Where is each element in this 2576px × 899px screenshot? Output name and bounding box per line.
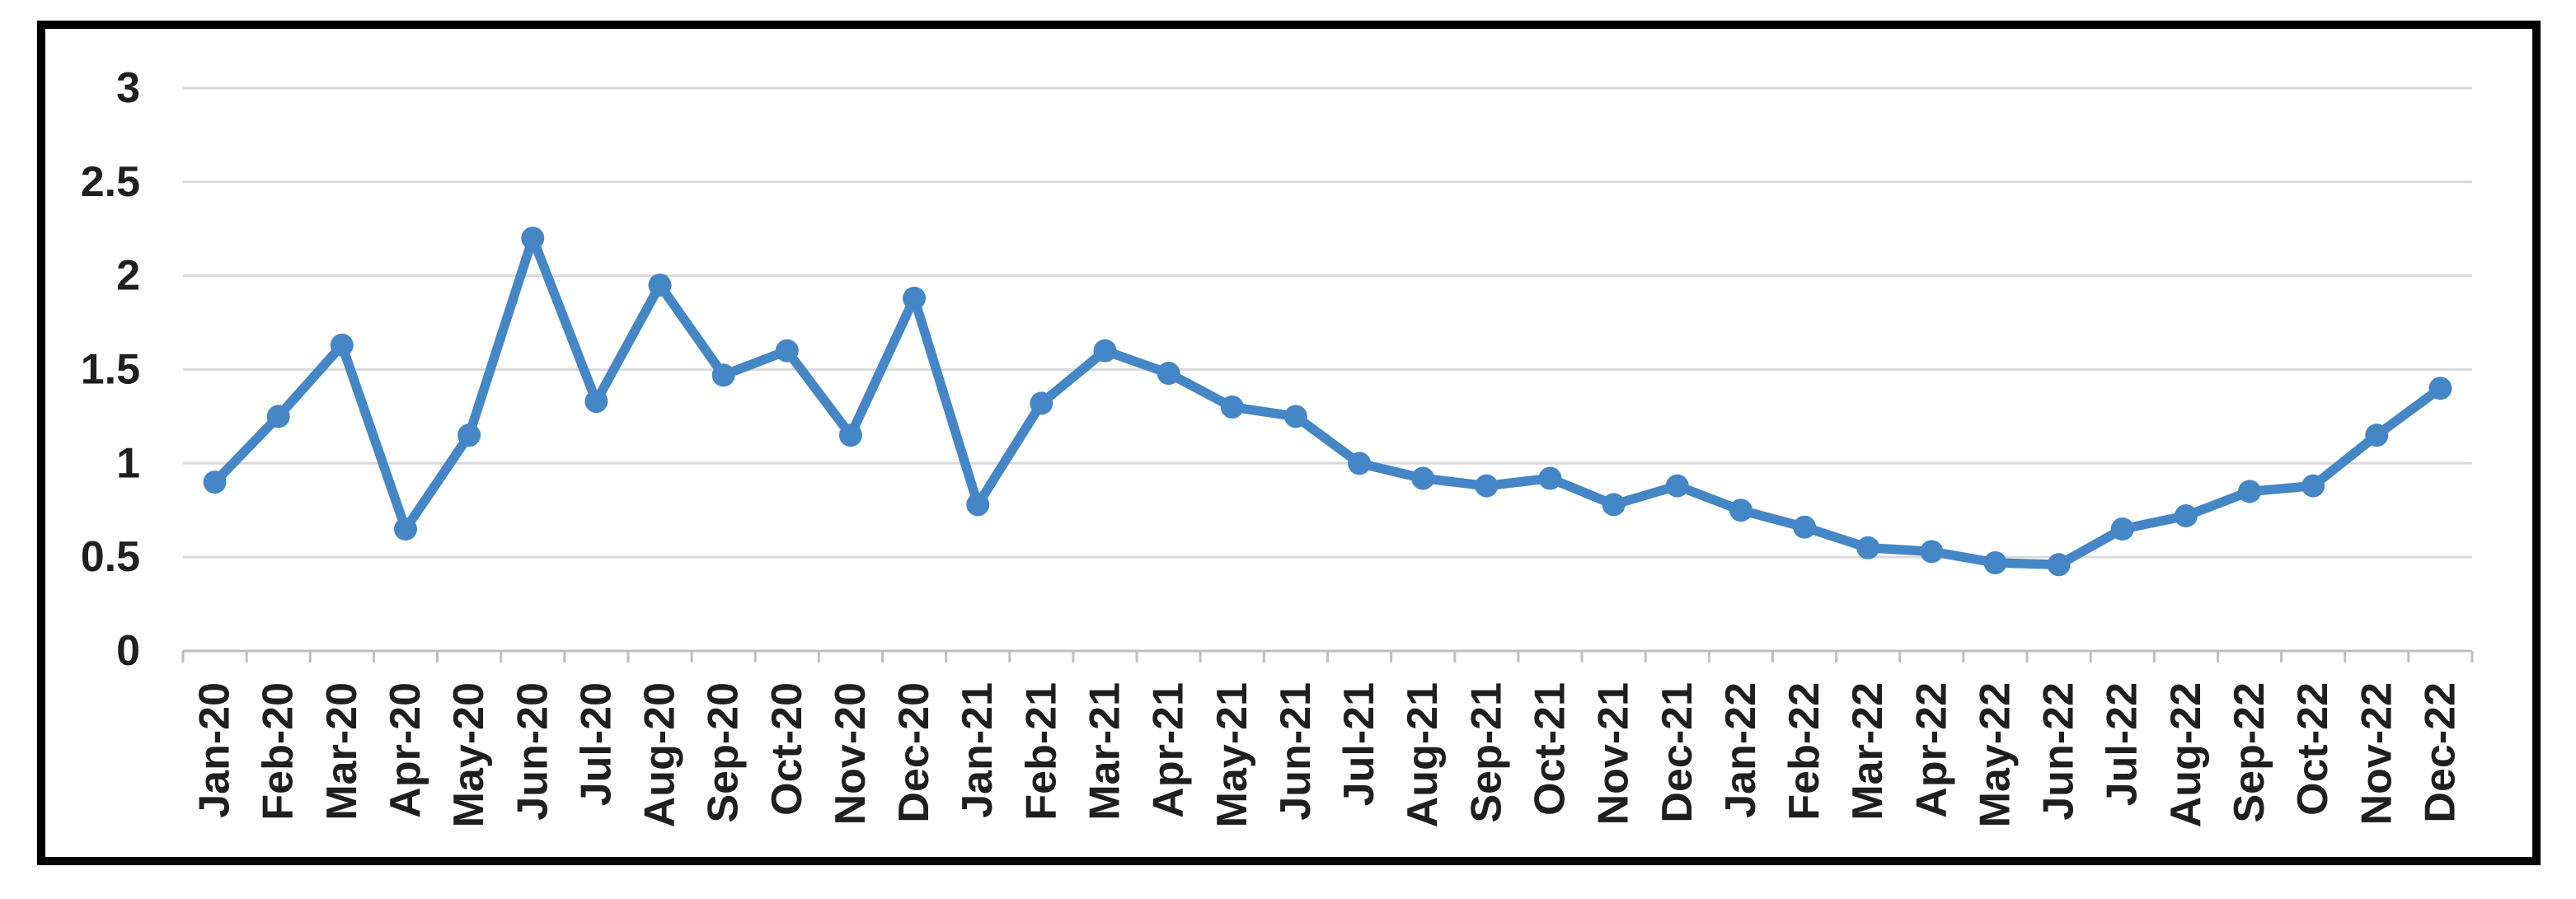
y-axis-tick-label: 3 bbox=[116, 64, 140, 112]
data-point-marker bbox=[2110, 517, 2134, 541]
x-axis-tick-label: Nov-22 bbox=[2353, 682, 2400, 825]
x-axis-tick-label: Jan-22 bbox=[1717, 682, 1765, 818]
chart-frame bbox=[37, 21, 2541, 865]
data-point-marker bbox=[457, 424, 481, 447]
data-point-marker bbox=[1093, 339, 1117, 363]
x-axis-tick-label: May-22 bbox=[1971, 682, 2019, 827]
x-axis-tick-label: Jul-21 bbox=[1335, 682, 1383, 806]
data-point-marker bbox=[1729, 499, 1753, 522]
data-point-marker bbox=[1475, 474, 1499, 498]
x-axis-tick-label: Feb-21 bbox=[1017, 682, 1065, 821]
x-axis-tick-label: May-21 bbox=[1208, 682, 1256, 827]
data-point-marker bbox=[584, 390, 608, 414]
data-point-marker bbox=[966, 493, 990, 517]
x-axis-tick-label: Jun-22 bbox=[2035, 682, 2083, 821]
data-point-marker bbox=[1220, 395, 1244, 419]
data-point-marker bbox=[1030, 391, 1053, 415]
data-point-marker bbox=[1602, 493, 1626, 517]
data-point-marker bbox=[2365, 424, 2389, 447]
x-axis-tick-label: Mar-20 bbox=[318, 682, 366, 821]
x-axis-tick-label: Jun-20 bbox=[509, 682, 556, 821]
x-axis-tick-label: May-20 bbox=[445, 682, 493, 827]
x-axis-tick-label: Aug-21 bbox=[1399, 682, 1447, 827]
x-axis-tick-label: Apr-22 bbox=[1907, 682, 1955, 818]
data-point-marker bbox=[266, 405, 290, 428]
y-axis-tick-label: 0 bbox=[116, 627, 140, 675]
data-point-marker bbox=[838, 424, 862, 447]
x-axis-tick-label: Jun-21 bbox=[1272, 682, 1320, 821]
x-axis-tick-label: Oct-20 bbox=[763, 682, 811, 816]
x-axis-tick-label: Oct-21 bbox=[1526, 682, 1574, 816]
x-axis-tick-label: Apr-20 bbox=[382, 682, 429, 818]
x-axis-tick-label: Aug-22 bbox=[2162, 682, 2210, 827]
x-axis-tick-label: Oct-22 bbox=[2289, 682, 2337, 816]
data-point-marker bbox=[393, 517, 417, 541]
x-axis-tick-label: Jan-21 bbox=[954, 682, 1002, 818]
data-point-marker bbox=[1920, 540, 1944, 564]
data-point-marker bbox=[1411, 466, 1435, 490]
data-point-marker bbox=[2047, 553, 2071, 577]
data-point-marker bbox=[2238, 480, 2262, 503]
x-axis-tick-label: Sep-22 bbox=[2226, 682, 2273, 823]
x-axis-tick-label: Dec-20 bbox=[890, 682, 938, 823]
data-point-marker bbox=[521, 227, 545, 251]
x-axis-tick-label: Aug-20 bbox=[636, 682, 684, 827]
x-axis-tick-label: Jul-20 bbox=[572, 682, 620, 806]
x-axis-tick-label: Mar-21 bbox=[1082, 682, 1129, 821]
data-point-marker bbox=[1983, 550, 2007, 574]
x-axis-tick-label: Nov-20 bbox=[827, 682, 875, 825]
data-point-marker bbox=[203, 471, 227, 494]
data-point-marker bbox=[1348, 452, 1372, 475]
data-point-marker bbox=[903, 286, 927, 310]
y-axis-tick-label: 2 bbox=[116, 252, 140, 300]
x-axis-tick-label: Sep-20 bbox=[700, 682, 748, 823]
data-point-marker bbox=[1283, 405, 1307, 428]
x-axis-tick-label: Feb-22 bbox=[1781, 682, 1828, 821]
x-axis-tick-label: Sep-21 bbox=[1462, 682, 1510, 823]
data-point-marker bbox=[1538, 466, 1562, 490]
data-point-marker bbox=[1856, 536, 1880, 560]
x-axis-tick-label: Nov-21 bbox=[1590, 682, 1638, 825]
x-axis-tick-label: Dec-22 bbox=[2416, 682, 2464, 823]
y-axis-tick-label: 1 bbox=[116, 439, 140, 487]
x-axis-tick-label: Mar-22 bbox=[1844, 682, 1892, 821]
y-axis-tick-label: 2.5 bbox=[81, 158, 140, 206]
x-axis-tick-label: Feb-20 bbox=[255, 682, 303, 821]
data-point-marker bbox=[648, 273, 672, 297]
data-line bbox=[209, 233, 2446, 570]
data-point-marker bbox=[1665, 474, 1689, 498]
data-point-marker bbox=[2174, 504, 2198, 528]
data-point-marker bbox=[2302, 474, 2325, 498]
data-point-marker bbox=[330, 333, 354, 357]
data-point-marker bbox=[1793, 515, 1817, 539]
x-axis-tick-label: Jan-20 bbox=[191, 682, 239, 818]
x-axis-tick-label: Dec-21 bbox=[1654, 682, 1701, 823]
data-point-marker bbox=[1157, 362, 1180, 386]
y-axis-tick-label: 1.5 bbox=[81, 345, 140, 393]
x-axis-tick-label: Apr-21 bbox=[1145, 682, 1193, 818]
data-point-marker bbox=[2428, 377, 2452, 400]
y-axis-tick-label: 0.5 bbox=[81, 533, 140, 581]
x-axis-tick-label: Jul-22 bbox=[2099, 682, 2147, 806]
data-point-marker bbox=[775, 339, 799, 363]
data-point-marker bbox=[711, 363, 735, 387]
